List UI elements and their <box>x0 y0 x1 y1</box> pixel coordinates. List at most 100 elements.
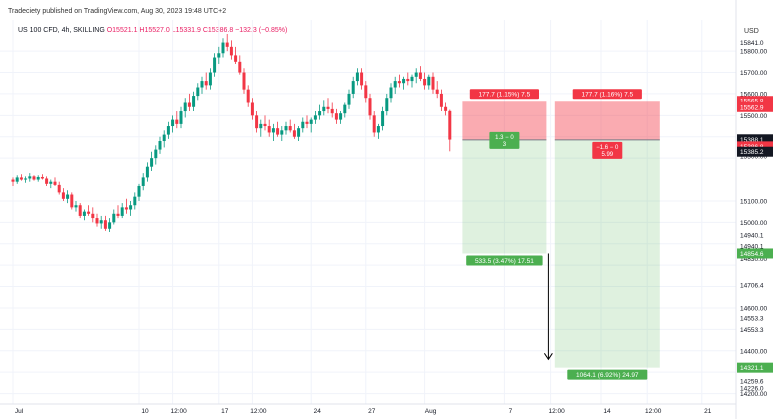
candle-body <box>297 128 301 137</box>
candle-body <box>166 126 170 135</box>
price-badge-label: 14321.1 <box>740 365 764 372</box>
short-position-1-target-zone[interactable] <box>462 139 547 254</box>
time-tick-label: 12:00 <box>548 408 565 415</box>
candle-body <box>200 81 204 88</box>
candle-body <box>309 119 313 124</box>
short-position-1-target-label: 533.5 (3.47%) 17.51 <box>475 258 534 265</box>
price-tick-label: 14830.00 <box>740 256 767 263</box>
candle-body <box>271 128 275 133</box>
short-position-2-target-zone[interactable] <box>554 139 660 368</box>
price-badge <box>737 146 773 157</box>
candle-body <box>129 205 133 210</box>
ohlc-values: O15521.1 H15527.0 L15331.9 C15386.8 −132… <box>106 27 288 34</box>
time-tick-label: 21 <box>704 408 712 415</box>
candle-body <box>255 115 259 129</box>
candle-body <box>70 194 74 208</box>
candle-body <box>82 211 86 216</box>
price-badge-label: 14854.6 <box>740 251 764 258</box>
candle-body <box>347 93 351 105</box>
time-tick-label: 14 <box>603 408 611 415</box>
candle-body <box>45 178 49 184</box>
short-position-2-stop-zone[interactable] <box>554 101 660 140</box>
candle-body <box>11 179 15 182</box>
candle-body <box>418 72 422 79</box>
candle-body <box>95 218 99 224</box>
candle-body <box>305 121 309 124</box>
arrow-head <box>543 353 553 361</box>
candle-body <box>397 81 401 84</box>
position-zones[interactable] <box>462 101 660 368</box>
candle-body <box>53 181 57 185</box>
candle-body <box>284 126 288 131</box>
candle-body <box>150 158 154 167</box>
price-tick-label: 14940.1 <box>740 243 764 250</box>
short-position-1-center-label-bg <box>489 131 520 149</box>
candle-body <box>364 85 368 99</box>
candle-body <box>263 123 267 127</box>
candle-body <box>385 98 389 112</box>
candle-body <box>74 205 78 208</box>
candle-body <box>276 128 280 135</box>
candle-body <box>444 106 448 111</box>
price-scale[interactable]: 15841.0 15800.00 15700.00 15600.00 15500.00 1… <box>740 40 767 398</box>
price-tick-label: 15500.00 <box>740 113 767 120</box>
candle-body <box>124 207 128 210</box>
candle-body <box>238 61 242 73</box>
candle-body <box>103 220 107 229</box>
candle-body <box>108 222 112 229</box>
time-scale[interactable]: Jul 10 12:00 17 12:00 24 27 Aug 7 12:00 14 12:00 21 <box>15 408 712 415</box>
candle-body <box>217 53 221 58</box>
candle-body <box>250 102 254 116</box>
price-badge <box>737 248 773 259</box>
candle-body <box>87 211 91 214</box>
target-arrow[interactable] <box>543 253 553 361</box>
price-tick-label: 14706.4 <box>740 283 764 290</box>
candle-body <box>145 166 149 178</box>
candle-body <box>192 96 196 107</box>
candle-body <box>406 78 410 82</box>
candle-body <box>439 93 443 107</box>
short-position-2-target-label-bg <box>567 369 648 380</box>
short-position-1-target-label-bg <box>466 255 543 266</box>
price-tick-label: 15800.00 <box>740 49 767 56</box>
price-tick-label: 15100.00 <box>740 198 767 205</box>
candle-body <box>36 176 40 180</box>
short-position-2-center-label-bg <box>592 141 623 159</box>
candle-body <box>322 106 326 112</box>
candle-body <box>116 213 120 216</box>
candle-body <box>179 111 183 124</box>
candle-body <box>225 42 229 47</box>
price-tick-label: 14600.00 <box>740 305 767 312</box>
price-tick-label: 14259.6 <box>740 378 764 385</box>
candle-body <box>267 126 271 133</box>
candle-body <box>301 121 305 129</box>
candle-body <box>448 110 452 140</box>
candle-body <box>32 176 36 180</box>
candle-body <box>120 207 124 216</box>
time-tick-label: Jul <box>15 408 24 415</box>
candle-body <box>259 123 263 129</box>
price-tick-label: 14553.3 <box>740 327 764 334</box>
price-badge <box>737 101 773 112</box>
time-tick-label: 27 <box>368 408 376 415</box>
candle-body <box>229 46 233 56</box>
candle-body <box>187 102 191 107</box>
candle-body <box>242 72 246 90</box>
price-tick-label: 15841.0 <box>740 40 764 47</box>
candle-body <box>183 102 187 112</box>
candle-body <box>40 176 44 179</box>
candle-body <box>351 81 355 94</box>
price-tick-label: 14940.1 <box>740 233 764 240</box>
candle-body <box>15 177 19 182</box>
candle-body <box>234 55 238 62</box>
price-badge <box>737 141 773 152</box>
candle-body <box>246 89 250 103</box>
candle-body <box>355 72 359 82</box>
candle-body <box>343 104 347 114</box>
candle-body <box>435 89 439 94</box>
time-tick-label: 17 <box>221 408 229 415</box>
short-position-1-center-label-line: 3 <box>503 142 507 148</box>
candle-body <box>389 87 393 99</box>
candle-body <box>28 176 32 179</box>
